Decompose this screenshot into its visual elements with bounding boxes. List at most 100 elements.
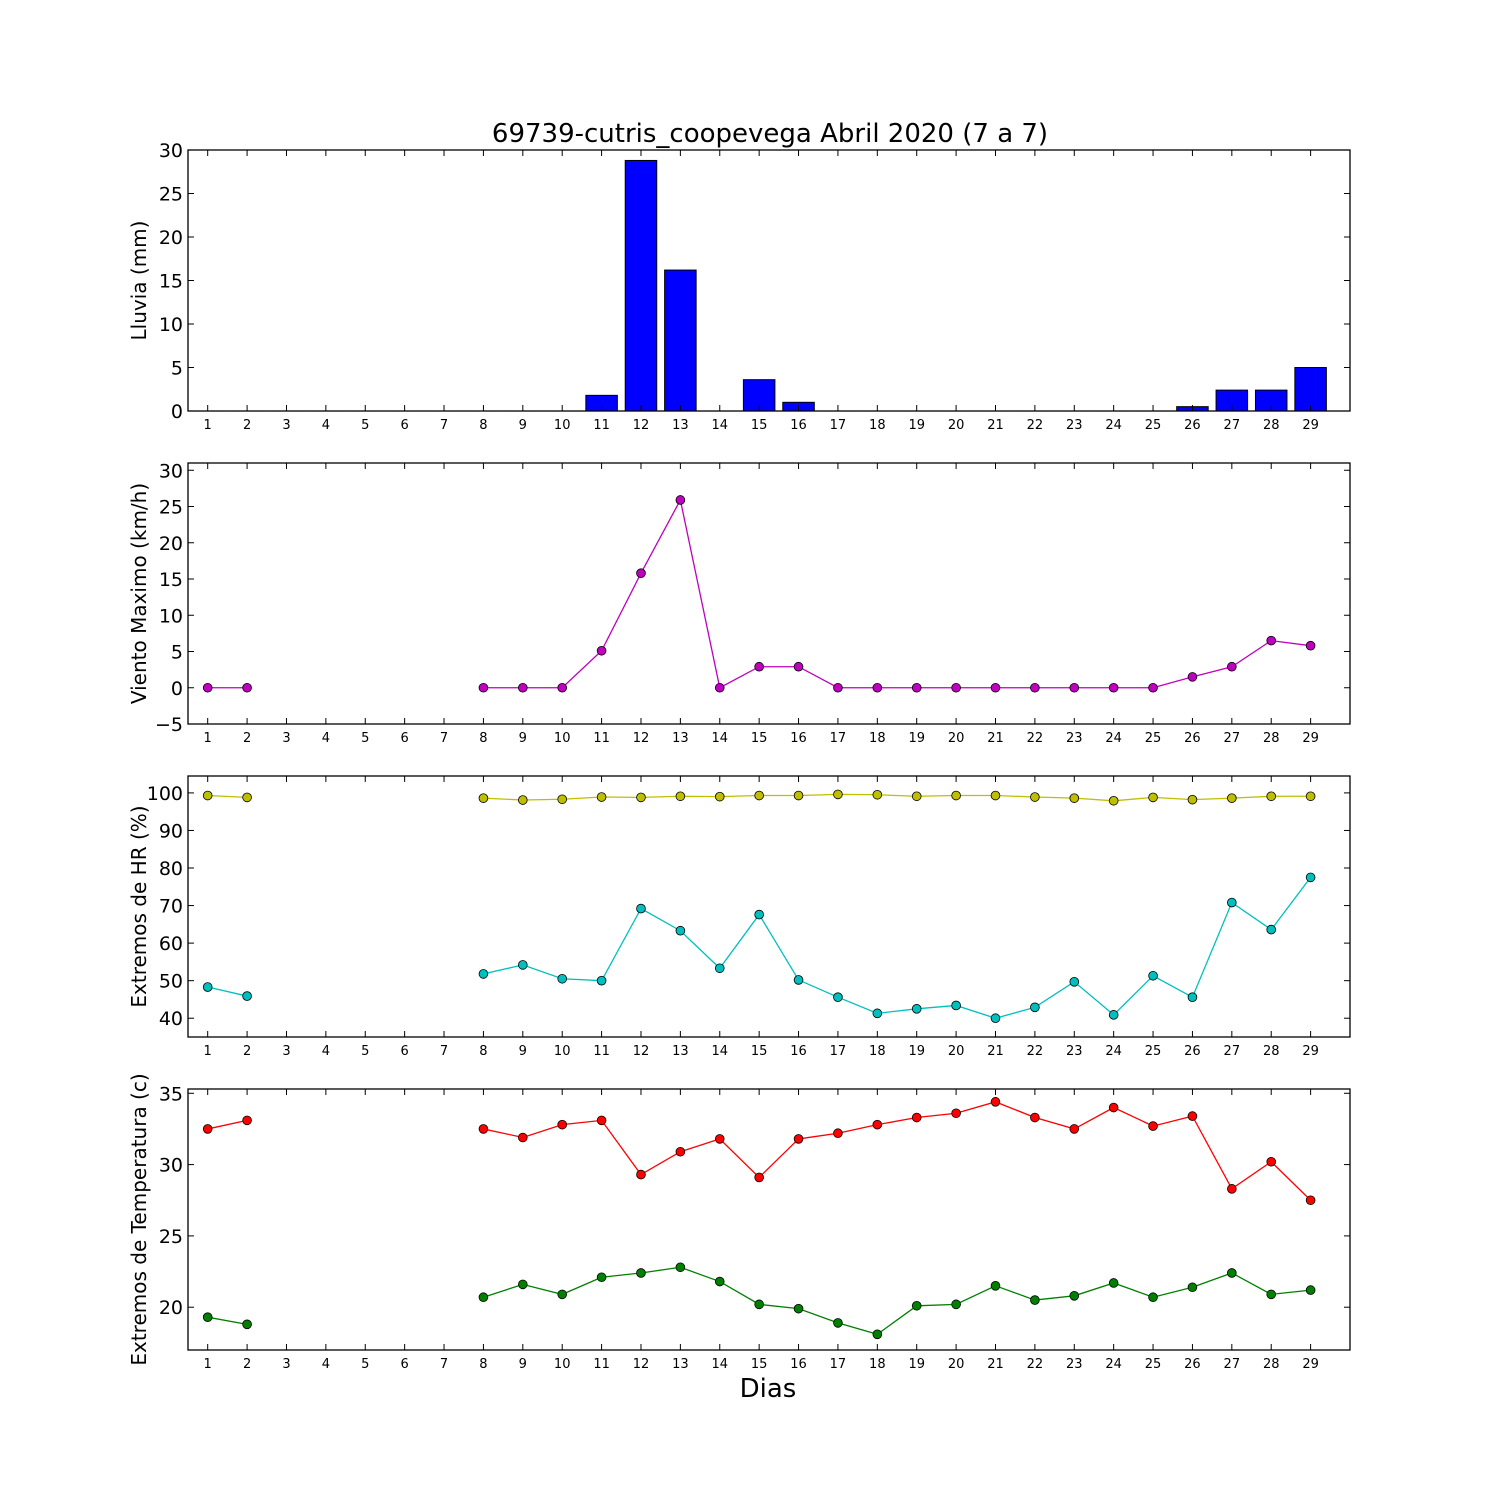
xtick-label: 13	[672, 418, 689, 433]
series-2-point-day-26	[1187, 1282, 1198, 1293]
xtick-label: 15	[751, 1044, 768, 1059]
series-1-point-day-22	[1030, 682, 1040, 693]
series-2-point-day-1	[202, 1312, 213, 1322]
series-2-point-day-22	[1030, 1002, 1040, 1013]
series-1-point-day-18	[872, 789, 883, 800]
ytick-label: 5	[171, 358, 183, 380]
xtick-label: 4	[322, 418, 330, 433]
series-2-point-day-24	[1108, 1010, 1119, 1020]
xtick-label: 29	[1302, 1044, 1319, 1059]
xtick-label: 28	[1263, 731, 1280, 746]
xtick-label: 7	[440, 418, 448, 433]
series-1-line-1	[207, 794, 248, 799]
series-1-point-day-2	[242, 682, 252, 693]
series-2-point-day-14	[714, 963, 725, 974]
series-1-point-day-1	[202, 790, 213, 801]
xtick-label: 24	[1105, 418, 1122, 433]
series-2-point-day-29	[1305, 872, 1316, 883]
xtick-label: 9	[519, 1044, 527, 1059]
series-1-point-day-11	[596, 645, 607, 656]
xtick-label: 13	[672, 731, 689, 746]
series-2-point-day-25	[1148, 970, 1158, 981]
xtick-label: 25	[1145, 418, 1162, 433]
series-1-point-day-27	[1227, 1184, 1237, 1194]
series-1-point-day-25	[1148, 1121, 1158, 1131]
xtick-label: 19	[908, 1044, 925, 1059]
series-2-point-day-9	[518, 960, 528, 970]
series-1-point-day-10	[557, 682, 567, 693]
xtick-label: 18	[869, 1357, 886, 1372]
series-1-point-day-20	[951, 1108, 961, 1119]
series-1-point-day-19	[911, 791, 922, 802]
series-2-point-day-2	[242, 1319, 252, 1330]
series-1-point-day-12	[636, 792, 646, 803]
series-1-point-day-1	[202, 682, 213, 693]
series-2-point-day-18	[872, 1329, 883, 1340]
series-2-point-day-28	[1266, 924, 1277, 935]
xtick-label: 8	[479, 731, 487, 746]
xtick-label: 18	[869, 1044, 886, 1059]
series-1-point-day-9	[518, 795, 528, 805]
chart-title: 69739-cutris_coopevega Abril 2020 (7 a 7…	[492, 119, 1048, 149]
xtick-label: 7	[440, 1357, 448, 1372]
series-1-point-day-26	[1187, 794, 1198, 805]
xtick-label: 1	[204, 1357, 212, 1372]
xtick-label: 26	[1184, 731, 1201, 746]
series-1-point-day-18	[872, 1119, 883, 1130]
xtick-label: 17	[830, 731, 847, 746]
xtick-label: 5	[361, 1044, 369, 1059]
series-2-point-day-21	[990, 1281, 1001, 1291]
series-1-point-day-8	[478, 793, 489, 803]
ytick-label: 25	[159, 1226, 183, 1248]
xtick-label: 29	[1302, 418, 1319, 433]
xtick-label: 25	[1145, 731, 1162, 746]
series-1-point-day-21	[990, 1097, 1001, 1107]
xtick-label: 1	[204, 418, 212, 433]
series-2-line-1	[207, 986, 248, 997]
xtick-label: 1	[204, 1044, 212, 1059]
ytick-label: 10	[159, 314, 183, 336]
series-1-point-day-20	[951, 682, 961, 693]
ytick-label: 20	[159, 533, 183, 555]
series-1-point-day-17	[833, 789, 843, 800]
series-1-point-day-19	[911, 1112, 922, 1123]
xtick-label: 10	[554, 731, 571, 746]
ytick-label: 90	[159, 820, 183, 842]
series-1-point-day-24	[1108, 795, 1119, 806]
series-1-point-day-16	[793, 661, 804, 672]
xtick-label: 16	[790, 1044, 807, 1059]
xtick-label: 9	[519, 418, 527, 433]
ytick-label: 100	[147, 783, 183, 805]
series-1-point-day-21	[990, 682, 1001, 693]
series-2-point-day-22	[1030, 1295, 1040, 1305]
series-2-point-day-20	[951, 1299, 961, 1310]
ytick-label: 20	[159, 1297, 183, 1319]
xtick-label: 23	[1066, 1044, 1083, 1059]
ytick-label: 20	[159, 227, 183, 249]
ytick-label: 0	[171, 401, 183, 423]
series-1-point-day-13	[675, 791, 686, 802]
series-2-point-day-14	[714, 1276, 725, 1287]
xtick-label: 4	[322, 1044, 330, 1059]
ytick-label: 70	[159, 896, 183, 918]
ytick-label: 35	[159, 1083, 183, 1105]
series-2-point-day-23	[1069, 1291, 1080, 1301]
ytick-label: 15	[159, 271, 183, 293]
xtick-label: 16	[790, 731, 807, 746]
xtick-label: 14	[711, 418, 728, 433]
xtick-label: 4	[322, 1357, 330, 1372]
xtick-label: 19	[908, 731, 925, 746]
series-2-point-day-19	[911, 1004, 922, 1014]
xtick-label: 25	[1145, 1044, 1162, 1059]
series-1-point-day-16	[793, 1134, 804, 1144]
xtick-label: 23	[1066, 1357, 1083, 1372]
xtick-label: 18	[869, 731, 886, 746]
series-2-point-day-11	[596, 975, 607, 986]
series-2-point-day-15	[754, 1299, 764, 1310]
xtick-label: 27	[1224, 418, 1241, 433]
xtick-label: 22	[1027, 418, 1044, 433]
xtick-label: 2	[243, 731, 251, 746]
series-1-point-day-10	[557, 1119, 567, 1130]
